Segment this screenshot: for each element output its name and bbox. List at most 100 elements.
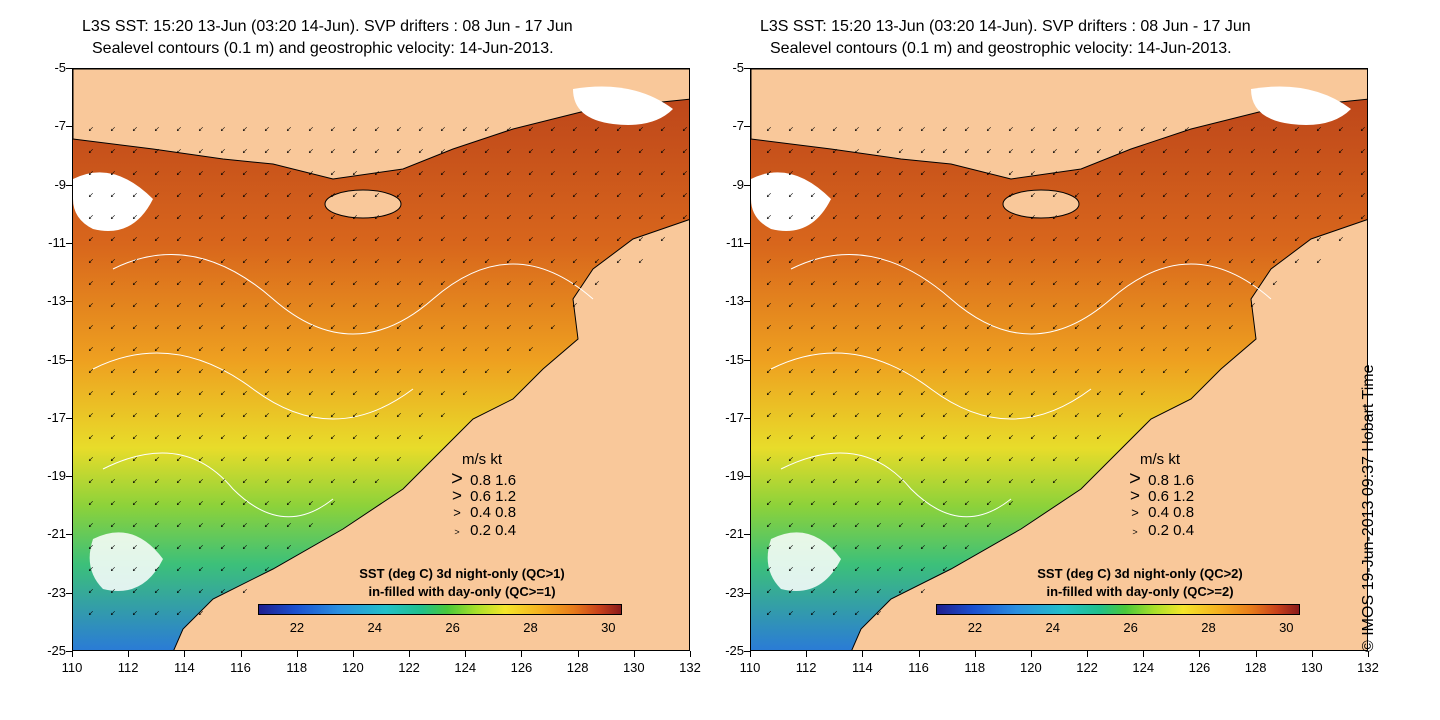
velocity-arrow: ↙ xyxy=(1008,279,1014,287)
velocity-arrow: ↙ xyxy=(374,279,380,287)
velocity-arrow: ↙ xyxy=(766,367,772,375)
velocity-arrow: ↙ xyxy=(484,345,490,353)
velocity-arrow: ↙ xyxy=(154,477,160,485)
velocity-arrow: ↙ xyxy=(132,609,138,617)
velocity-arrow: ↙ xyxy=(964,235,970,243)
velocity-arrow: ↙ xyxy=(788,477,794,485)
velocity-arrow: ↙ xyxy=(1096,367,1102,375)
velocity-arrow: ↙ xyxy=(330,367,336,375)
velocity-arrow: ↙ xyxy=(308,279,314,287)
velocity-arrow: ↙ xyxy=(352,169,358,177)
velocity-arrow: ↙ xyxy=(986,279,992,287)
velocity-arrow: ↙ xyxy=(352,279,358,287)
y-axis-tick xyxy=(66,534,72,536)
sst-map[interactable]: ↙ ↙ ↙ ↙ ↙ ↙ ↙ ↙ ↙ ↙ ↙ ↙ ↙ ↙ ↙ ↙ ↙ ↙ ↙ ↙ ↙ ↙ ↙ ↙ ↙ ↙ ↙ ↙ ↙ ↙ ↙ ↙ ↙ ↙ ↙ ↙ ↙ ↙ ↙ ↙… xyxy=(750,68,1368,651)
y-axis-tick xyxy=(744,184,750,186)
y-axis-label: -5 xyxy=(54,60,66,75)
y-axis-tick xyxy=(66,242,72,244)
velocity-arrow: ↙ xyxy=(286,499,292,507)
velocity-arrow: ↙ xyxy=(88,345,94,353)
x-axis-label: 120 xyxy=(342,660,364,675)
x-axis-label: 128 xyxy=(566,660,589,675)
velocity-arrow: ↙ xyxy=(286,279,292,287)
y-axis-tick xyxy=(744,417,750,419)
velocity-arrow: ↙ xyxy=(1206,213,1212,221)
velocity-arrow: ↙ xyxy=(1096,345,1102,353)
velocity-arrow: ↙ xyxy=(330,279,336,287)
velocity-arrow: ↙ xyxy=(110,191,116,199)
velocity-arrow: ↙ xyxy=(920,565,926,573)
velocity-arrow: ↙ xyxy=(788,235,794,243)
velocity-arrow: ↙ xyxy=(286,125,292,133)
velocity-arrow: ↙ xyxy=(682,213,688,221)
velocity-arrow: ↙ xyxy=(352,345,358,353)
velocity-arrow: ↙ xyxy=(1118,345,1124,353)
velocity-arrow: ↙ xyxy=(854,367,860,375)
sst-map[interactable]: ↙ ↙ ↙ ↙ ↙ ↙ ↙ ↙ ↙ ↙ ↙ ↙ ↙ ↙ ↙ ↙ ↙ ↙ ↙ ↙ ↙ ↙ ↙ ↙ ↙ ↙ ↙ ↙ ↙ ↙ ↙ ↙ ↙ ↙ ↙ ↙ ↙ ↙ ↙ ↙… xyxy=(72,68,690,651)
velocity-arrow: ↙ xyxy=(88,301,94,309)
velocity-arrow: ↙ xyxy=(264,191,270,199)
velocity-arrow: ↙ xyxy=(638,235,644,243)
velocity-arrow: ↙ xyxy=(1096,257,1102,265)
velocity-arrow: ↙ xyxy=(594,147,600,155)
velocity-arrow: ↙ xyxy=(132,323,138,331)
velocity-arrow: ↙ xyxy=(898,587,904,595)
colorbar-tick-label: 22 xyxy=(289,620,305,635)
x-axis-tick xyxy=(521,651,523,657)
velocity-arrow: ↙ xyxy=(638,213,644,221)
velocity-arrow: ↙ xyxy=(1052,345,1058,353)
velocity-arrow: ↙ xyxy=(986,213,992,221)
velocity-arrow: ↙ xyxy=(176,609,182,617)
velocity-arrow: ↙ xyxy=(964,257,970,265)
velocity-arrow: ↙ xyxy=(920,169,926,177)
x-axis-label: 128 xyxy=(1244,660,1267,675)
velocity-arrow: ↙ xyxy=(396,213,402,221)
velocity-arrow: ↙ xyxy=(1052,433,1058,441)
velocity-arrow: ↙ xyxy=(308,411,314,419)
velocity-arrow: ↙ xyxy=(418,235,424,243)
velocity-arrow: ↙ xyxy=(788,389,794,397)
velocity-arrow: ↙ xyxy=(396,433,402,441)
velocity-arrow: ↙ xyxy=(154,169,160,177)
velocity-arrow: ↙ xyxy=(418,367,424,375)
velocity-arrow: ↙ xyxy=(396,345,402,353)
velocity-arrow: ↙ xyxy=(986,169,992,177)
velocity-arrow: ↙ xyxy=(132,521,138,529)
velocity-arrow: ↙ xyxy=(942,235,948,243)
velocity-arrow: ↙ xyxy=(1052,125,1058,133)
velocity-arrow: ↙ xyxy=(154,235,160,243)
velocity-arrow: ↙ xyxy=(1030,455,1036,463)
colorbar-tick-label: 30 xyxy=(601,620,616,635)
velocity-arrow: ↙ xyxy=(220,257,226,265)
velocity-arrow: ↙ xyxy=(374,477,380,485)
velocity-arrow: ↙ xyxy=(286,213,292,221)
velocity-arrow: ↙ xyxy=(374,367,380,375)
velocity-arrow: ↙ xyxy=(550,169,556,177)
velocity-arrow: ↙ xyxy=(88,455,94,463)
x-axis-tick xyxy=(465,651,467,657)
velocity-arrow: ↙ xyxy=(920,587,926,595)
x-axis-tick xyxy=(974,651,976,657)
velocity-arrow: ↙ xyxy=(528,257,534,265)
velocity-arrow: ↙ xyxy=(1228,301,1234,309)
velocity-arrow: ↙ xyxy=(898,213,904,221)
velocity-arrow: ↙ xyxy=(876,147,882,155)
velocity-arrow: ↙ xyxy=(132,455,138,463)
velocity-arrow: ↙ xyxy=(1096,235,1102,243)
velocity-arrow: ↙ xyxy=(88,543,94,551)
velocity-arrow: ↙ xyxy=(1250,279,1256,287)
velocity-arrow: ↙ xyxy=(1162,213,1168,221)
y-axis-tick xyxy=(66,417,72,419)
velocity-arrow: ↙ xyxy=(1008,213,1014,221)
velocity-arrow: ↙ xyxy=(660,147,666,155)
velocity-arrow: ↙ xyxy=(832,609,838,617)
velocity-arrow: ↙ xyxy=(1052,411,1058,419)
velocity-arrow: ↙ xyxy=(616,191,622,199)
velocity-arrow: ↙ xyxy=(352,455,358,463)
velocity-arrow: ↙ xyxy=(374,433,380,441)
y-axis-label: -17 xyxy=(47,409,66,425)
velocity-arrow: ↙ xyxy=(964,191,970,199)
velocity-arrow: ↙ xyxy=(330,213,336,221)
y-axis-tick xyxy=(66,68,72,69)
velocity-arrow: ↙ xyxy=(132,191,138,199)
